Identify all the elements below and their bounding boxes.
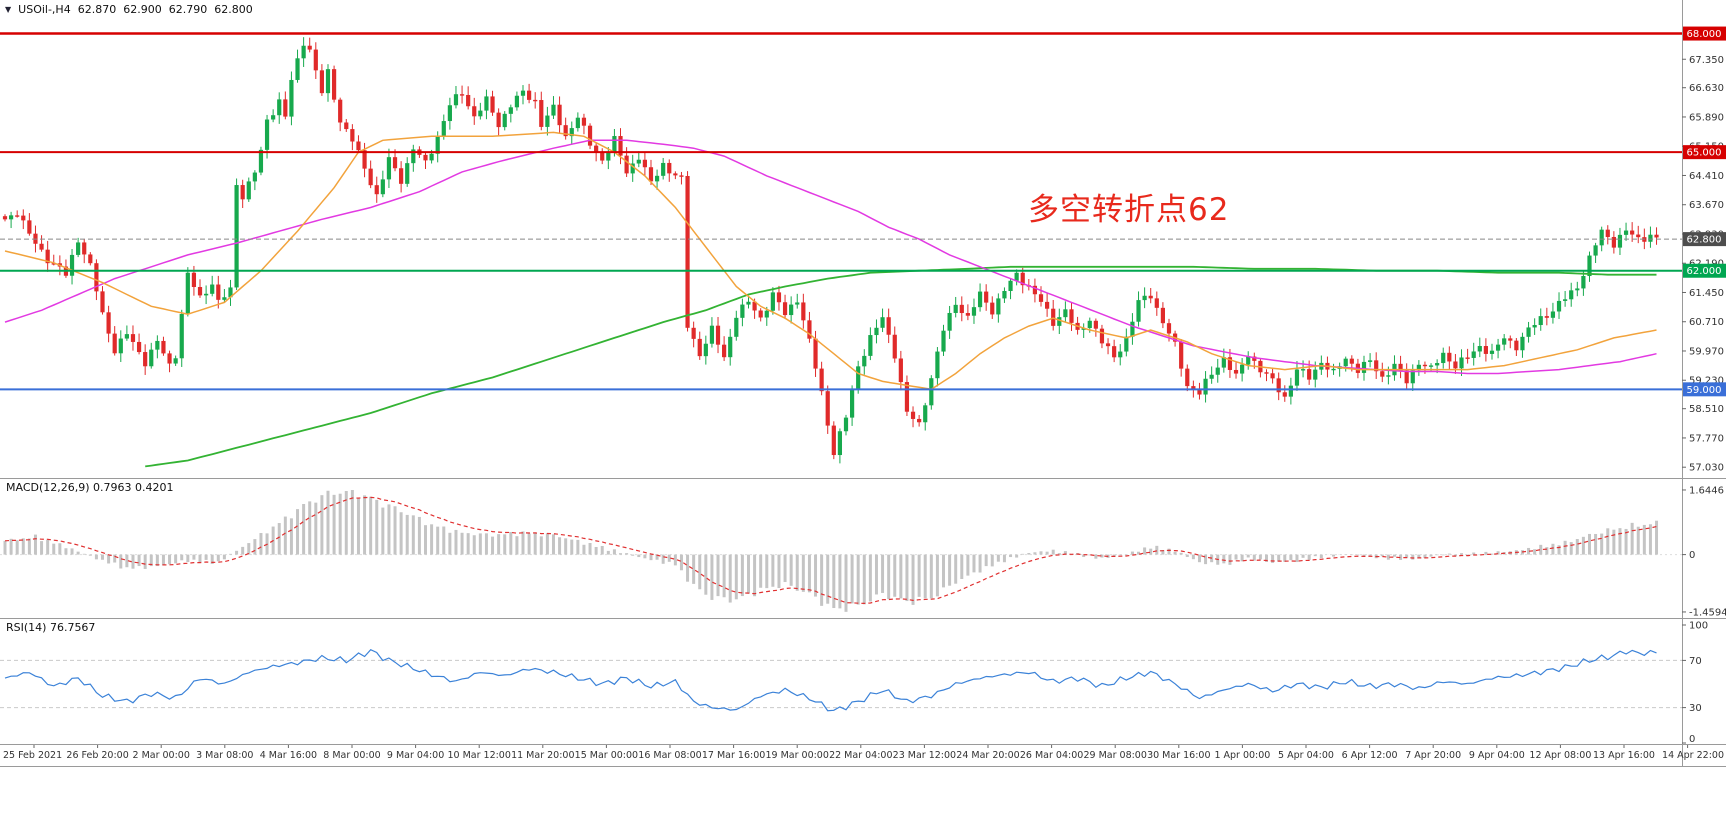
time-axis-label: 4 Mar 16:00 [260, 750, 317, 761]
time-axis-label: 12 Apr 08:00 [1529, 750, 1591, 761]
rsi-panel: 100 70 30 0 [0, 621, 1708, 745]
symbol-timeframe-label: USOil-,H4 [18, 3, 71, 16]
rsi-axis-label: 30 [1689, 703, 1702, 714]
ohlc-low: 62.790 [168, 3, 208, 16]
macd-axis-label: 1.6446 [1689, 485, 1724, 496]
price-axis-label: 63.670 [1689, 200, 1724, 211]
price-axis-label: 61.450 [1689, 288, 1724, 299]
time-axis-label: 25 Feb 2021 [3, 750, 62, 761]
svg-text:59.000: 59.000 [1687, 385, 1722, 396]
time-axis-label: 15 Mar 00:00 [575, 750, 638, 761]
time-axis-label: 23 Mar 12:00 [893, 750, 956, 761]
time-axis: 25 Feb 2021 26 Feb 20:00 2 Mar 00:00 3 Mar … [3, 745, 1724, 761]
time-axis-label: 26 Mar 04:00 [1020, 750, 1083, 761]
time-axis-label: 7 Apr 20:00 [1405, 750, 1461, 761]
price-level-tag [1683, 263, 1726, 278]
rsi-axis-label: 100 [1689, 621, 1708, 632]
price-axis-label: 57.770 [1689, 433, 1724, 444]
horizontal-level-lines[interactable] [0, 32, 1682, 391]
symbol-info-bar: ▼ USOil-,H4 62.870 62.900 62.790 62.800 [5, 3, 253, 16]
macd-axis-label: 0 [1689, 550, 1695, 561]
svg-text:65.000: 65.000 [1687, 148, 1722, 159]
price-axis-label: 57.030 [1689, 463, 1724, 474]
macd-panel: 1.6446 0 -1.4594 [0, 485, 1726, 618]
price-axis-label: 65.890 [1689, 112, 1724, 123]
macd-indicator-label: MACD(12,26,9) 0.7963 0.4201 [6, 481, 174, 494]
time-axis-label: 8 Mar 00:00 [323, 750, 380, 761]
time-axis-label: 16 Mar 08:00 [638, 750, 701, 761]
svg-text:62.800: 62.800 [1687, 235, 1722, 246]
rsi-axis-label: 70 [1689, 656, 1702, 667]
candlesticks [2, 37, 1659, 464]
time-axis-label: 26 Feb 20:00 [66, 750, 128, 761]
time-axis-label: 22 Mar 04:00 [829, 750, 892, 761]
time-axis-label: 5 Apr 04:00 [1278, 750, 1334, 761]
symbol-expander-icon[interactable]: ▼ [5, 4, 12, 14]
time-axis-label: 10 Mar 12:00 [447, 750, 510, 761]
time-axis-label: 29 Mar 08:00 [1083, 750, 1146, 761]
time-axis-label: 19 Mar 00:00 [765, 750, 828, 761]
time-axis-label: 9 Mar 04:00 [387, 750, 444, 761]
time-axis-label: 11 Mar 20:00 [511, 750, 574, 761]
price-axis-label: 66.630 [1689, 83, 1724, 94]
time-axis-label: 1 Apr 00:00 [1214, 750, 1270, 761]
price-level-tag [1683, 382, 1726, 397]
ohlc-close: 62.800 [214, 3, 253, 16]
price-level-tag [1683, 26, 1726, 41]
price-axis-label: 60.710 [1689, 317, 1724, 328]
ohlc-high: 62.900 [123, 3, 162, 16]
time-axis-label: 30 Mar 16:00 [1147, 750, 1210, 761]
rsi-axis-label: 0 [1689, 734, 1695, 745]
time-axis-label: 9 Apr 04:00 [1469, 750, 1525, 761]
price-level-tag [1683, 145, 1726, 160]
ohlc-open: 62.870 [77, 3, 117, 16]
rsi-line [4, 648, 1657, 712]
macd-axis-label: -1.4594 [1689, 607, 1726, 618]
time-axis-label: 14 Apr 22:00 [1662, 750, 1724, 761]
price-axis-label: 58.510 [1689, 404, 1724, 415]
price-axis-label: 59.230 [1689, 376, 1724, 387]
price-tags: 68.000 65.000 62.000 59.000 62.800 [1683, 26, 1726, 397]
svg-text:62.000: 62.000 [1687, 266, 1722, 277]
macd-signal-line [4, 496, 1657, 605]
time-axis-label: 6 Apr 12:00 [1342, 750, 1398, 761]
price-level-tag [1683, 232, 1726, 247]
time-axis-label: 24 Mar 20:00 [956, 750, 1019, 761]
time-axis-label: 13 Apr 16:00 [1593, 750, 1655, 761]
time-axis-label: 17 Mar 16:00 [702, 750, 765, 761]
price-axis-label: 64.410 [1689, 171, 1724, 182]
svg-text:68.000: 68.000 [1687, 29, 1722, 40]
time-axis-label: 3 Mar 08:00 [196, 750, 253, 761]
chart-annotation-text: 多空转折点62 [1028, 192, 1230, 228]
price-axis-label: 59.970 [1689, 346, 1724, 357]
rsi-indicator-label: RSI(14) 76.7567 [6, 621, 96, 634]
time-axis-label: 2 Mar 00:00 [133, 750, 190, 761]
price-axis-label: 67.350 [1689, 55, 1724, 66]
